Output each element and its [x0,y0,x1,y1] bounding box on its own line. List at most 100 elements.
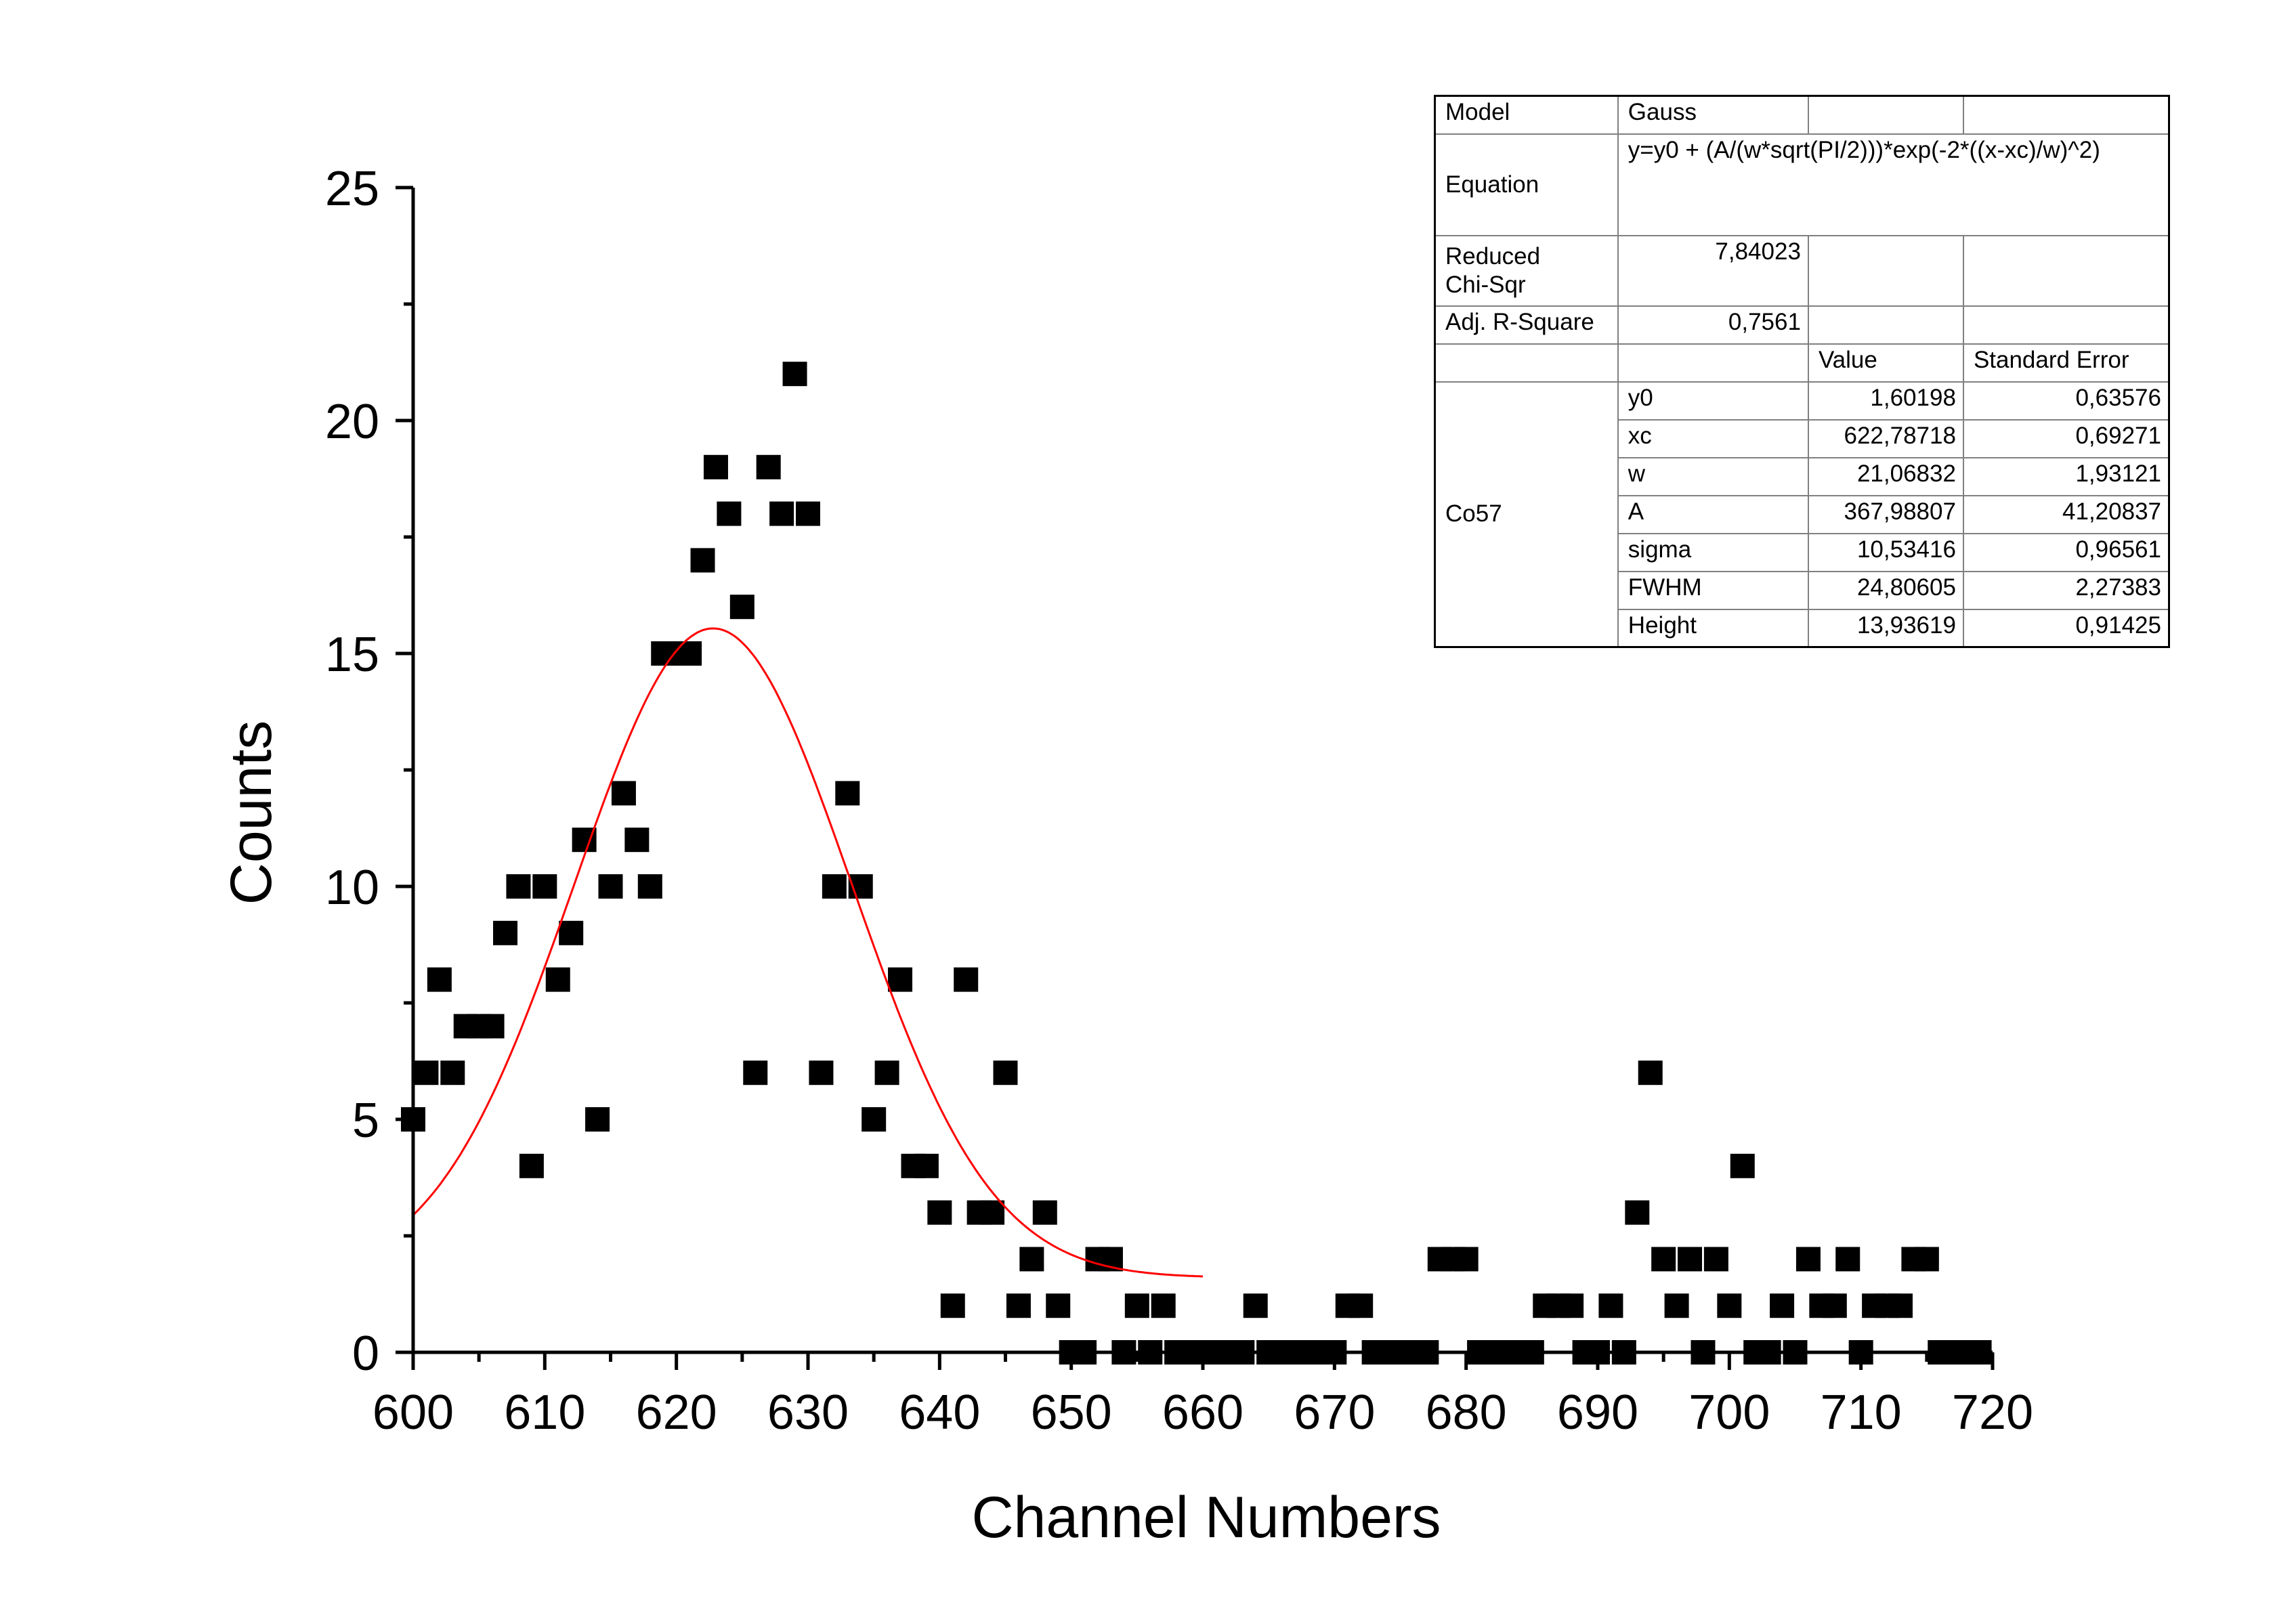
param-error: 0,63576 [1962,381,2170,421]
empty-cell [1962,234,2170,307]
data-point [1730,1153,1755,1178]
table-row: Reduced Chi-Sqr 7,84023 [1434,234,2170,307]
param-name: sigma [1617,532,1809,572]
param-error: 2,27383 [1962,570,2170,610]
param-value: 13,93619 [1807,608,1964,648]
table-row: Equation y=y0 + (A/(w*sqrt(PI/2)))*exp(-… [1434,133,2170,236]
data-point [427,967,452,992]
y-tick-label: 25 [325,162,379,216]
data-point [862,1107,887,1132]
data-point [598,874,623,899]
data-point [796,501,820,526]
data-point [559,920,584,945]
data-point [1717,1293,1742,1318]
param-name: y0 [1617,381,1809,421]
data-point [1151,1293,1176,1318]
x-tick-label: 720 [1952,1386,2033,1440]
table-header-row: Value Standard Error [1434,343,2170,383]
data-point [940,1293,965,1318]
param-name: FWHM [1617,570,1809,610]
empty-cell [1807,234,1964,307]
x-tick-label: 700 [1688,1386,1770,1440]
table-row: Co57 y0 1,60198 0,63576 [1434,381,2170,648]
param-error: 0,96561 [1962,532,2170,572]
data-point [993,1060,1018,1086]
data-point [1651,1247,1676,1272]
data-point [822,874,847,899]
value-header: Value [1807,343,1964,383]
empty-cell [1807,305,1964,345]
data-point [703,454,728,479]
empty-cell [1962,305,2170,345]
param-name: xc [1617,418,1809,458]
param-value: 24,80605 [1807,570,1964,610]
data-point [1795,1247,1821,1272]
param-value: 21,06832 [1807,456,1964,496]
param-error: 0,69271 [1962,418,2170,458]
param-value: 367,98807 [1807,494,1964,534]
chi-label-line-1: Reduced [1445,242,1541,270]
data-point [1006,1293,1031,1318]
data-point [493,920,518,945]
y-tick-label: 15 [325,628,379,682]
axes: 600 610 620 630 640 650 660 670 680 690 700 710 720 0… [325,162,2033,1440]
param-name: w [1617,456,1809,496]
chi-label-line-2: Chi-Sqr [1445,271,1526,298]
data-point [835,781,860,806]
x-tick-label: 660 [1162,1386,1243,1440]
data-point [1888,1293,1913,1318]
x-tick-label: 630 [767,1386,849,1440]
data-point [927,1200,952,1225]
param-value: 622,78718 [1807,418,1964,458]
table-row: Adj. R-Square 0,7561 [1434,305,2170,345]
model-value: Gauss [1617,95,1809,135]
empty-cell [1807,95,1964,135]
data-points [401,362,1992,1365]
data-point [1835,1247,1861,1272]
data-point [888,967,913,992]
table-row: Model Gauss [1434,95,2170,135]
data-point [769,501,794,526]
data-point [1243,1293,1268,1318]
x-tick-label: 620 [636,1386,717,1440]
param-name: Height [1617,608,1809,648]
data-point [414,1060,439,1086]
data-point [980,1200,1005,1225]
data-point [1019,1247,1044,1272]
data-point [440,1060,465,1086]
table-row: FWHM 24,80605 2,27383 [1435,570,2170,610]
data-point [1046,1293,1071,1318]
data-point [1770,1293,1795,1318]
x-axis-title: Channel Numbers [971,1485,1441,1550]
data-point [1348,1293,1374,1318]
gauss-fit-curve [412,627,1204,1278]
param-value: 10,53416 [1807,532,1964,572]
data-point [782,362,807,387]
data-point [756,454,781,479]
data-point [1559,1293,1584,1318]
param-value: 1,60198 [1807,381,1964,421]
x-tick-label: 640 [899,1386,980,1440]
y-axis-title: Counts [219,721,284,905]
x-tick-label: 690 [1557,1386,1638,1440]
param-error: 0,91425 [1962,608,2170,648]
error-header: Standard Error [1962,343,2170,383]
data-point [1678,1247,1703,1272]
chi-value: 7,84023 [1617,234,1809,307]
fit-results-table: Model Gauss Equation y=y0 + (A/(w*sqrt(P… [1434,95,2170,648]
x-tick-label: 710 [1821,1386,1902,1440]
data-point [532,874,557,899]
x-tick-label: 600 [373,1386,454,1440]
group-label: Co57 [1434,381,1619,648]
x-tick-label: 680 [1426,1386,1507,1440]
data-point [1638,1060,1663,1086]
data-point [874,1060,899,1086]
table-row: sigma 10,53416 0,96561 [1435,532,2170,572]
model-label: Model [1434,95,1619,135]
equation-value: y=y0 + (A/(w*sqrt(PI/2)))*exp(-2*((x-xc)… [1617,133,2170,236]
data-point [545,967,570,992]
data-point [624,828,650,853]
data-point [690,548,715,573]
table-row: Height 13,93619 0,91425 [1435,608,2170,648]
